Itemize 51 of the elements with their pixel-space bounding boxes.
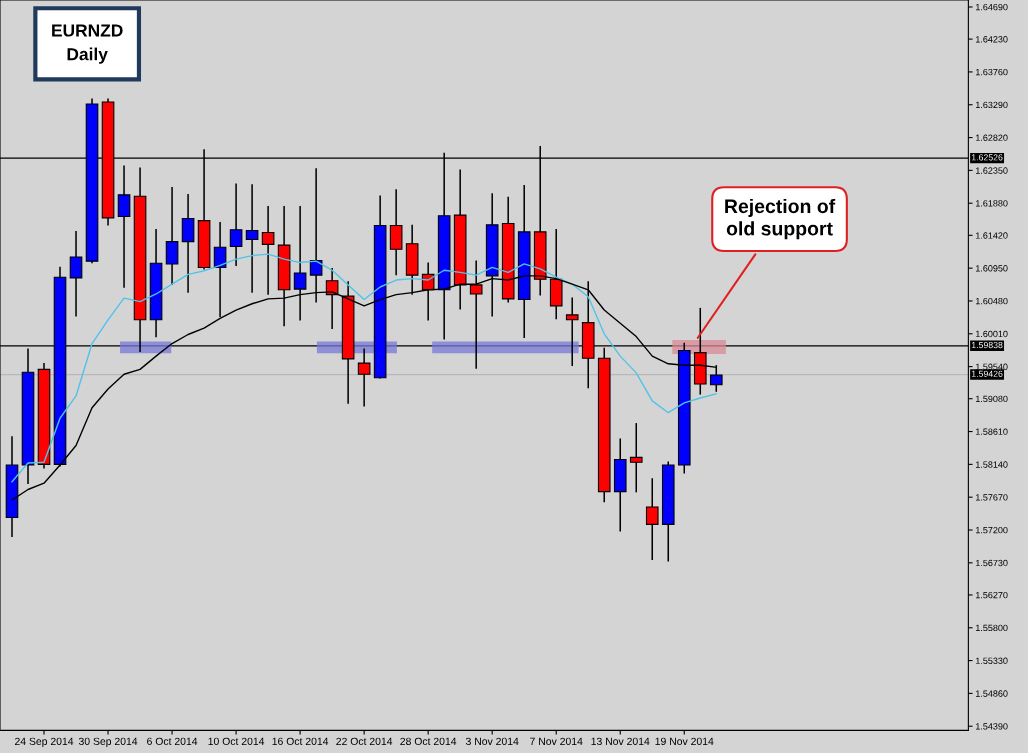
candlestick xyxy=(117,165,131,288)
text: EURNZD Daily xyxy=(52,24,123,64)
y-tick-label: 1.56730 xyxy=(976,559,1008,567)
candlestick xyxy=(261,205,275,295)
ref-line-label: 1.62526 xyxy=(971,154,1003,161)
candlestick xyxy=(629,423,643,493)
ref-line-label: 1.59838 xyxy=(971,341,1003,349)
y-tick-label: 1.60480 xyxy=(976,297,1008,305)
x-tick-label: 19 Nov 2014 xyxy=(655,737,714,746)
y-tick-label: 1.57670 xyxy=(976,494,1008,501)
y-tick-label: 1.62350 xyxy=(976,167,1008,174)
y-tick-label: 1.56270 xyxy=(976,591,1008,599)
y-tick-label: 1.54860 xyxy=(976,690,1008,697)
text: Rejection of old support xyxy=(725,198,836,240)
y-tick-label: 1.58140 xyxy=(976,461,1008,468)
candlestick xyxy=(357,348,371,407)
ref-line-label: 1.59426 xyxy=(971,370,1003,377)
candlestick xyxy=(245,184,259,293)
candlestick xyxy=(389,189,403,276)
y-tick-label: 1.61880 xyxy=(976,200,1008,207)
y-tick-label: 1.57200 xyxy=(976,526,1008,534)
y-tick-label: 1.55330 xyxy=(976,657,1008,664)
y-tick-label: 1.59540 xyxy=(976,363,1008,370)
x-tick-label: 10 Oct 2014 xyxy=(208,737,265,746)
y-tick-label: 1.62820 xyxy=(976,134,1008,141)
candlestick xyxy=(565,297,579,366)
x-tick-label: 22 Oct 2014 xyxy=(336,737,393,746)
y-tick-label: 1.61420 xyxy=(976,232,1008,239)
candlestick xyxy=(69,231,83,317)
y-tick-label: 1.55800 xyxy=(976,624,1008,632)
candlestick xyxy=(165,187,179,285)
y-tick-label: 1.59080 xyxy=(976,395,1008,403)
x-tick-label: 30 Sep 2014 xyxy=(78,737,138,748)
x-tick-label: 24 Sep 2014 xyxy=(15,737,74,748)
x-tick-label: 3 Nov 2014 xyxy=(465,737,519,746)
x-tick-label: 28 Oct 2014 xyxy=(400,737,457,746)
candlestick xyxy=(645,478,659,561)
x-tick-label: 13 Nov 2014 xyxy=(591,737,650,746)
x-tick-label: 7 Nov 2014 xyxy=(530,737,583,746)
candlestick xyxy=(181,194,195,293)
x-tick-label: 16 Oct 2014 xyxy=(272,737,329,746)
y-tick-label: 1.54390 xyxy=(976,723,1008,730)
y-tick-label: 1.64230 xyxy=(976,36,1008,43)
y-tick-label: 1.64690 xyxy=(976,3,1008,11)
y-tick-label: 1.60010 xyxy=(976,330,1008,338)
y-tick-label: 1.63290 xyxy=(976,101,1008,109)
x-tick-label: 6 Oct 2014 xyxy=(147,737,198,746)
y-tick-label: 1.60950 xyxy=(976,265,1008,272)
candlestick xyxy=(229,183,243,267)
y-tick-label: 1.63760 xyxy=(976,68,1008,76)
y-tick-label: 1.58610 xyxy=(976,428,1008,435)
